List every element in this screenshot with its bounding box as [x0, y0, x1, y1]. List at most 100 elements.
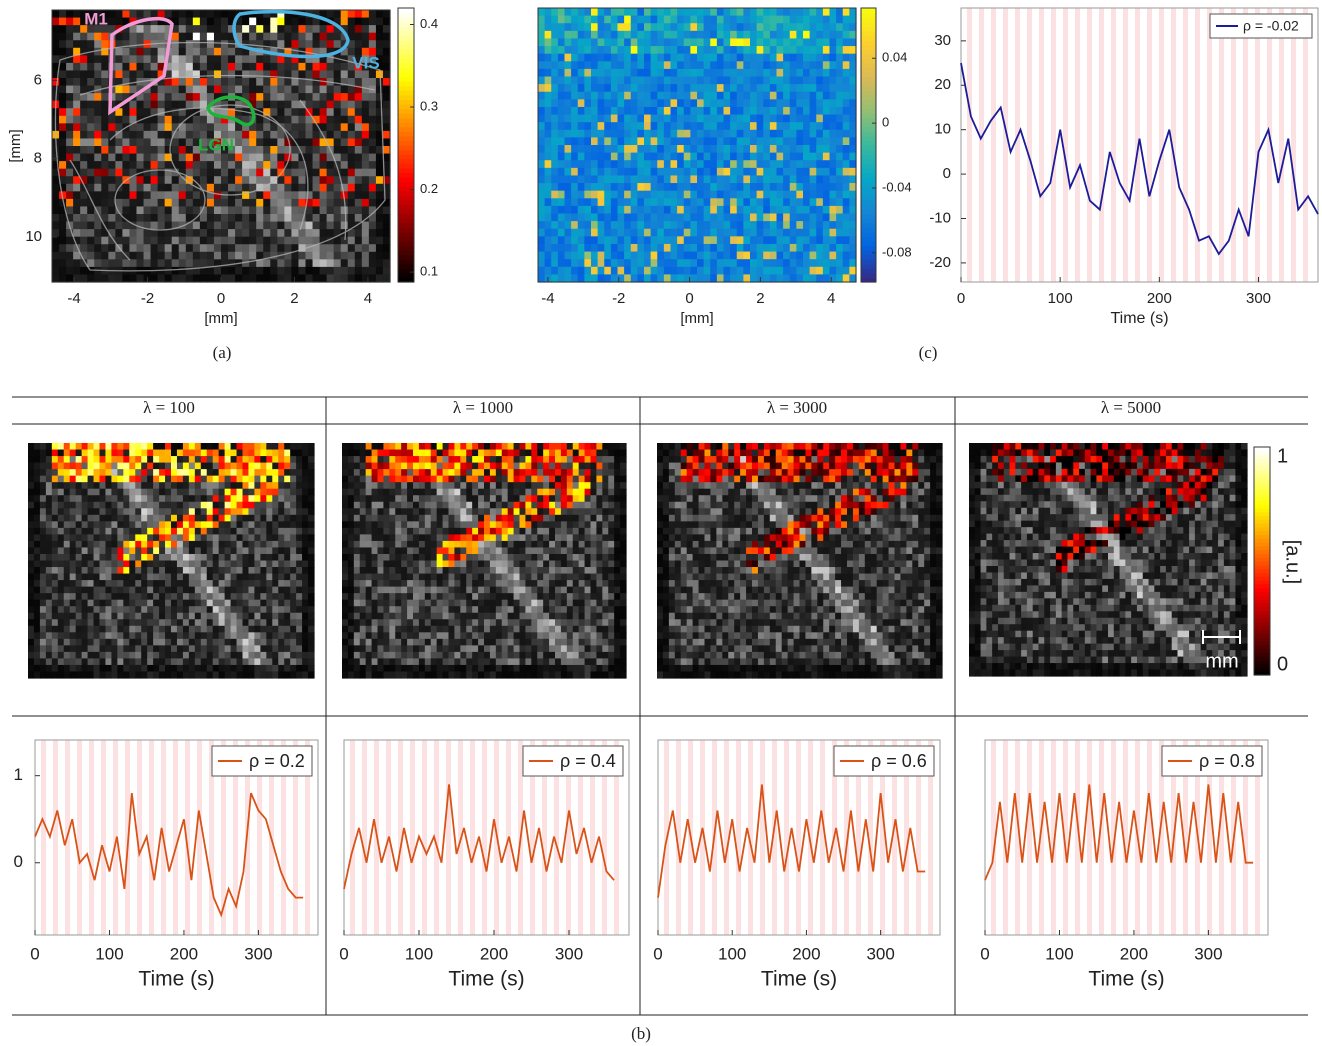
image-cell	[260, 547, 267, 554]
image-cell	[228, 267, 236, 275]
image-cell	[348, 252, 356, 260]
image-cell	[770, 54, 777, 62]
image-cell	[717, 274, 724, 282]
image-cell	[151, 214, 159, 222]
image-cell	[644, 46, 651, 54]
image-cell	[730, 229, 737, 237]
image-cell	[186, 123, 194, 131]
image-cell	[551, 137, 558, 145]
image-cell	[697, 244, 704, 252]
image-cell	[207, 267, 215, 275]
image-cell	[565, 8, 572, 16]
image-cell	[376, 18, 384, 26]
image-cell	[565, 191, 572, 199]
image-cell	[129, 40, 137, 48]
image-cell	[82, 567, 89, 574]
image-cell	[108, 169, 116, 177]
image-cell	[830, 198, 837, 206]
image-cell	[64, 482, 71, 489]
image-cell	[189, 665, 196, 672]
image-cell	[730, 77, 737, 85]
image-cell	[584, 244, 591, 252]
image-cell	[298, 252, 306, 260]
image-cell	[70, 665, 77, 672]
image-cell	[671, 38, 678, 46]
image-cell	[637, 61, 644, 69]
image-cell	[221, 244, 229, 252]
image-cell	[248, 489, 255, 496]
image-cell	[684, 92, 691, 100]
image-cell	[213, 547, 220, 554]
image-cell	[260, 489, 267, 496]
image-cell	[34, 534, 41, 541]
image-cell	[664, 16, 671, 24]
image-cell	[201, 450, 208, 457]
image-cell	[369, 18, 377, 26]
image-cell	[578, 137, 585, 145]
image-cell	[334, 244, 342, 252]
image-cell	[355, 116, 363, 124]
image-cell	[76, 528, 83, 535]
image-cell	[151, 55, 159, 63]
image-cell	[242, 222, 250, 230]
image-cell	[823, 252, 830, 260]
image-cell	[313, 131, 321, 139]
image-cell	[46, 613, 53, 620]
image-cell	[810, 99, 817, 107]
image-cell	[123, 587, 130, 594]
image-cell	[823, 92, 830, 100]
image-cell	[64, 489, 71, 496]
image-cell	[664, 267, 671, 275]
image-cell	[757, 183, 764, 191]
image-cell	[76, 495, 83, 502]
image-cell	[58, 587, 65, 594]
image-cell	[165, 476, 172, 483]
image-cell	[591, 92, 598, 100]
image-cell	[664, 84, 671, 92]
image-cell	[565, 183, 572, 191]
image-cell	[730, 92, 737, 100]
image-cell	[94, 184, 102, 192]
image-cell	[598, 84, 605, 92]
image-cell	[717, 175, 724, 183]
image-cell	[207, 665, 214, 672]
image-cell	[598, 229, 605, 237]
image-cell	[717, 92, 724, 100]
image-cell	[147, 495, 154, 502]
image-cell	[677, 191, 684, 199]
image-cell	[591, 130, 598, 138]
image-cell	[334, 70, 342, 78]
image-cell	[172, 176, 180, 184]
image-cell	[195, 547, 202, 554]
image-cell	[631, 145, 638, 153]
image-cell	[538, 84, 545, 92]
image-cell	[690, 206, 697, 214]
image-cell	[147, 502, 154, 509]
image-cell	[348, 18, 356, 26]
image-cell	[810, 267, 817, 275]
image-cell	[334, 146, 342, 154]
image-cell	[816, 252, 823, 260]
image-cell	[348, 10, 356, 18]
image-cell	[843, 160, 850, 168]
image-cell	[770, 198, 777, 206]
image-cell	[70, 463, 77, 470]
image-cell	[777, 122, 784, 130]
image-cell	[618, 77, 625, 85]
image-cell	[171, 574, 178, 581]
image-cell	[195, 450, 202, 457]
image-cell	[100, 619, 107, 626]
image-cell	[207, 55, 215, 63]
image-cell	[684, 84, 691, 92]
image-cell	[28, 561, 35, 568]
image-cell	[558, 122, 565, 130]
image-cell	[70, 574, 77, 581]
image-cell	[195, 619, 202, 626]
image-cell	[219, 600, 226, 607]
image-cell	[254, 613, 261, 620]
image-cell	[129, 214, 137, 222]
image-cell	[193, 169, 201, 177]
image-cell	[677, 38, 684, 46]
image-cell	[277, 40, 285, 48]
image-cell	[816, 214, 823, 222]
